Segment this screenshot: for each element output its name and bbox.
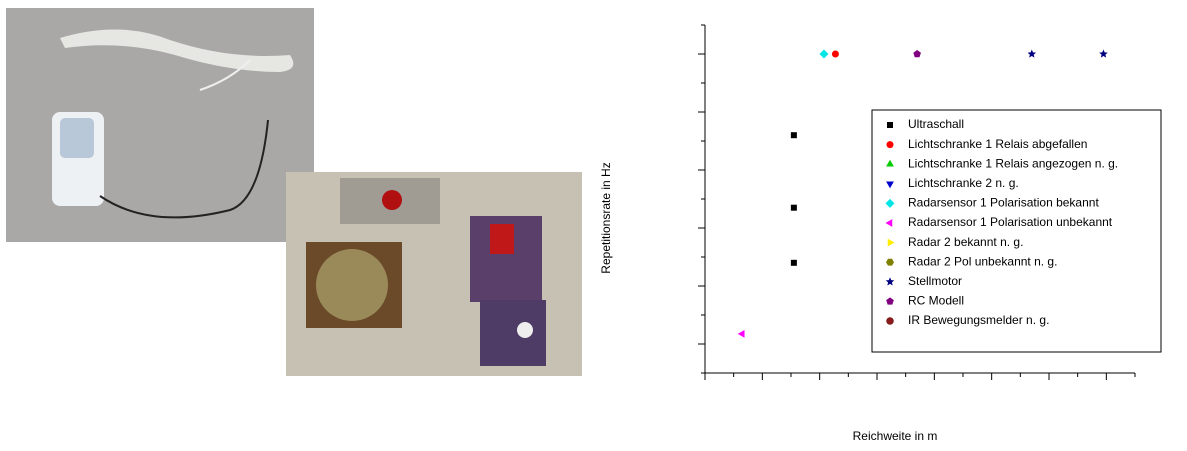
x-axis-label: Reichweite in m <box>853 429 938 443</box>
legend-label: Radar 2 Pol unbekannt n. g. <box>908 254 1057 268</box>
data-point <box>738 330 745 338</box>
legend-label: RC Modell <box>908 294 964 308</box>
data-point <box>791 132 797 138</box>
data-point <box>819 50 828 59</box>
legend-marker <box>887 318 894 325</box>
y-axis-label: Repetitionsrate in Hz <box>599 162 613 273</box>
photo-board <box>286 172 582 376</box>
legend-label: Radarsensor 1 Polarisation unbekannt <box>908 215 1113 229</box>
data-point <box>1099 50 1108 58</box>
data-point <box>1028 50 1037 58</box>
legend-marker <box>887 122 893 128</box>
data-point <box>791 260 797 266</box>
legend-label: Lichtschranke 1 Relais abgefallen <box>908 137 1087 151</box>
legend-label: Lichtschranke 1 Relais angezogen n. g. <box>908 156 1118 170</box>
legend-label: Ultraschall <box>908 117 964 131</box>
figure: Repetitionsrate in Hz Reichweite in m Ul… <box>0 0 1187 446</box>
data-point <box>913 50 921 57</box>
legend-label: Lichtschranke 2 n. g. <box>908 176 1019 190</box>
legend-label: Radarsensor 1 Polarisation bekannt <box>908 196 1099 210</box>
legend-label: Stellmotor <box>908 274 962 288</box>
data-point <box>791 205 797 211</box>
legend-label: Radar 2 bekannt n. g. <box>908 235 1023 249</box>
legend-label: IR Bewegungsmelder n. g. <box>908 313 1049 327</box>
data-point <box>832 51 839 58</box>
photo-sensor <box>6 8 314 242</box>
legend-marker <box>887 141 894 148</box>
page: Repetitionsrate in Hz Reichweite in m Ul… <box>0 0 1187 446</box>
